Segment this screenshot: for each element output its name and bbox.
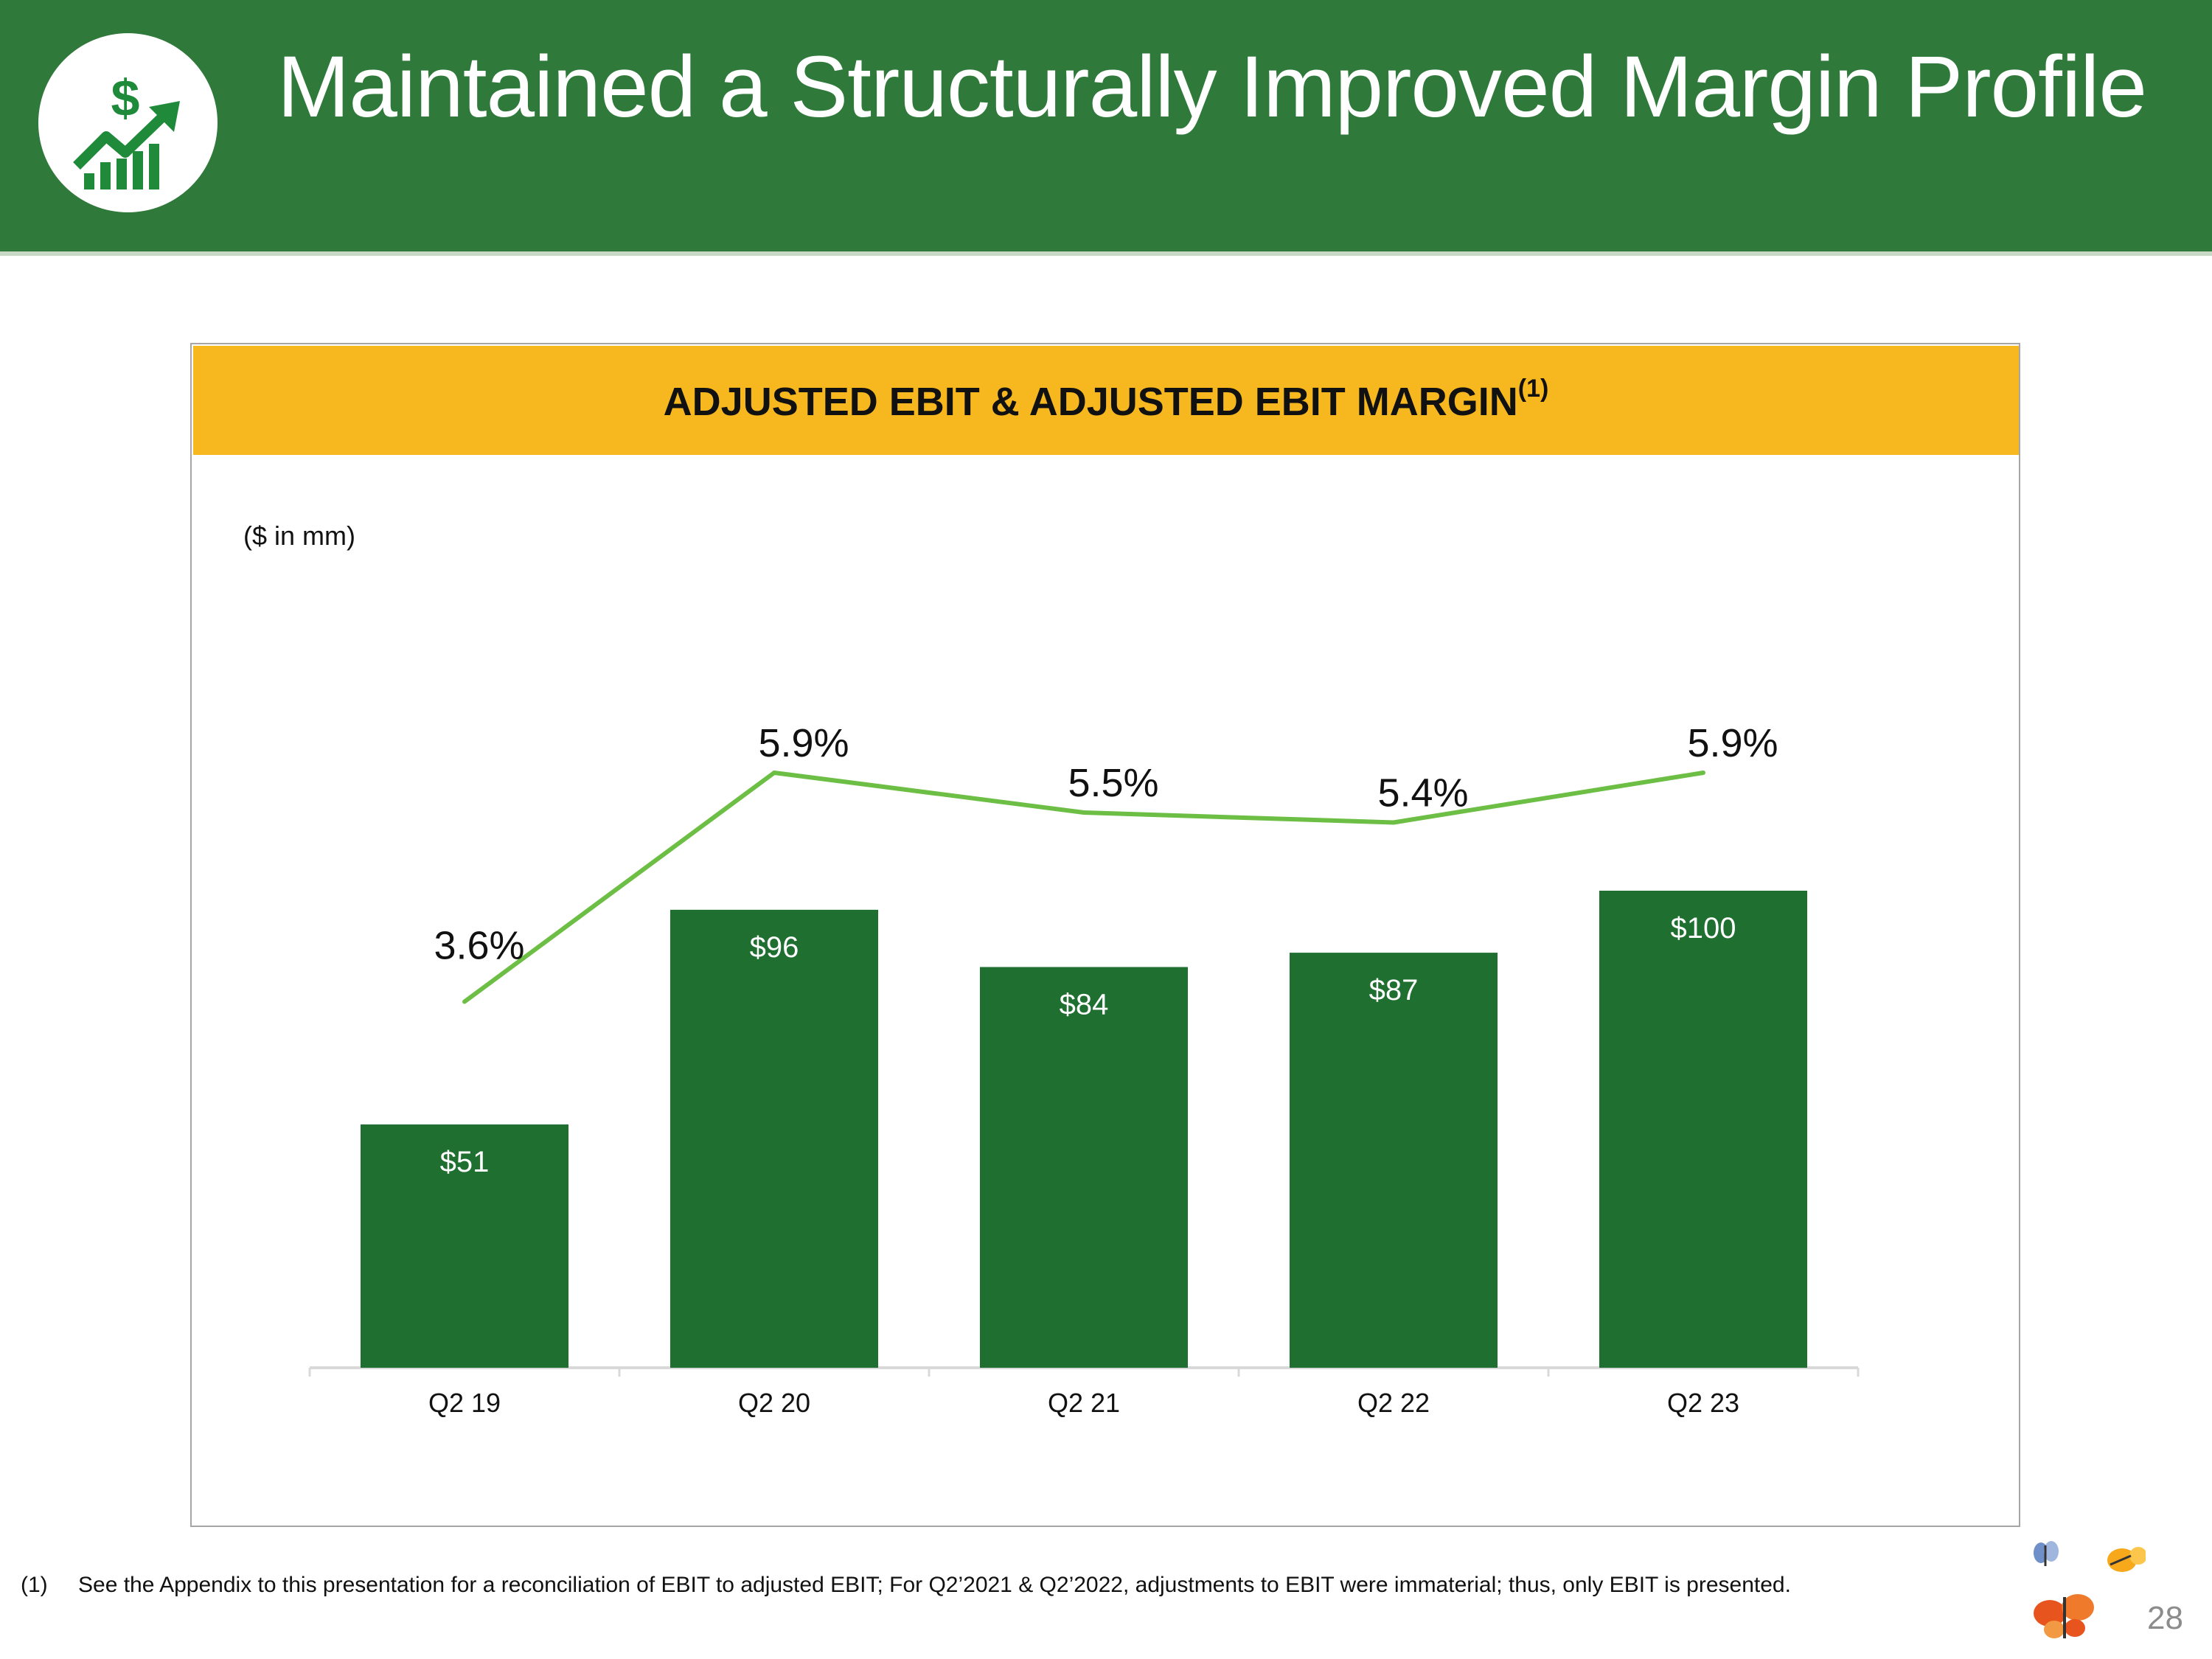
chart-title-footnote-ref: (1) <box>1517 375 1549 403</box>
chart-title-text: ADJUSTED EBIT & ADJUSTED EBIT MARGIN <box>663 380 1518 424</box>
butterflies-logo-icon <box>2034 1541 2146 1638</box>
orange-butterfly-icon <box>2034 1594 2094 1638</box>
footnote: (1) See the Appendix to this presentation… <box>21 1573 1791 1598</box>
header-divider <box>0 251 2212 256</box>
ebit-margin-point <box>1701 771 1705 775</box>
ebit-bar <box>670 909 878 1368</box>
ebit-bar <box>980 967 1188 1368</box>
ebit-bar <box>1599 891 1807 1368</box>
ebit-bar-label: $51 <box>440 1146 490 1178</box>
ebit-margin-point <box>772 771 776 775</box>
page-title: Maintained a Structurally Improved Margi… <box>277 38 2147 136</box>
yellow-butterfly-icon <box>2107 1547 2146 1572</box>
page-number: 28 <box>2147 1600 2183 1636</box>
ebit-margin-label: 5.4% <box>1377 771 1468 815</box>
footnote-text: See the Appendix to this presentation fo… <box>78 1573 1791 1597</box>
ebit-bar-label: $84 <box>1060 989 1109 1021</box>
ebit-bar-label: $87 <box>1369 974 1419 1006</box>
ebit-margin-point <box>462 999 467 1004</box>
footnote-number: (1) <box>21 1573 48 1597</box>
x-tick-label: Q2 20 <box>738 1388 810 1418</box>
ebit-margin-label: 5.9% <box>1687 721 1778 765</box>
ebit-bar-label: $96 <box>750 931 799 964</box>
chart-panel-header: ADJUSTED EBIT & ADJUSTED EBIT MARGIN(1) <box>193 346 2019 455</box>
x-tick-label: Q2 21 <box>1048 1388 1120 1418</box>
header-bar <box>0 0 2212 251</box>
x-tick-label: Q2 23 <box>1667 1388 1739 1418</box>
ebit-bar <box>1290 953 1498 1368</box>
x-tick-label: Q2 19 <box>428 1388 501 1418</box>
ebit-bar-label: $100 <box>1671 912 1736 945</box>
ebit-bar <box>361 1124 568 1368</box>
ebit-margin-label: 5.9% <box>758 721 849 765</box>
units-label: ($ in mm) <box>243 521 355 551</box>
blue-butterfly-icon <box>2034 1541 2059 1566</box>
logo-badge: $ <box>38 33 218 212</box>
svg-text:$: $ <box>111 69 140 127</box>
chart-title: ADJUSTED EBIT & ADJUSTED EBIT MARGIN(1) <box>193 375 2019 425</box>
ebit-margin-point <box>1391 820 1396 825</box>
ebit-margin-label: 5.5% <box>1068 761 1158 805</box>
ebit-margin-point <box>1082 810 1086 815</box>
growth-chart-dollar-icon: $ <box>73 69 180 189</box>
x-tick-label: Q2 22 <box>1357 1388 1430 1418</box>
ebit-margin-label: 3.6% <box>434 924 524 968</box>
